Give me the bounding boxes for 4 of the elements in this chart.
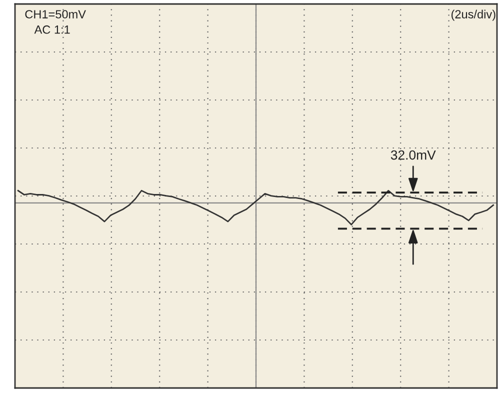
text: CH1=50mV [25, 10, 86, 18]
ref-line-label: 32.0mV [390, 150, 436, 160]
text: (2us/div) [452, 10, 496, 21]
text: AC 1:1 [34, 25, 70, 34]
